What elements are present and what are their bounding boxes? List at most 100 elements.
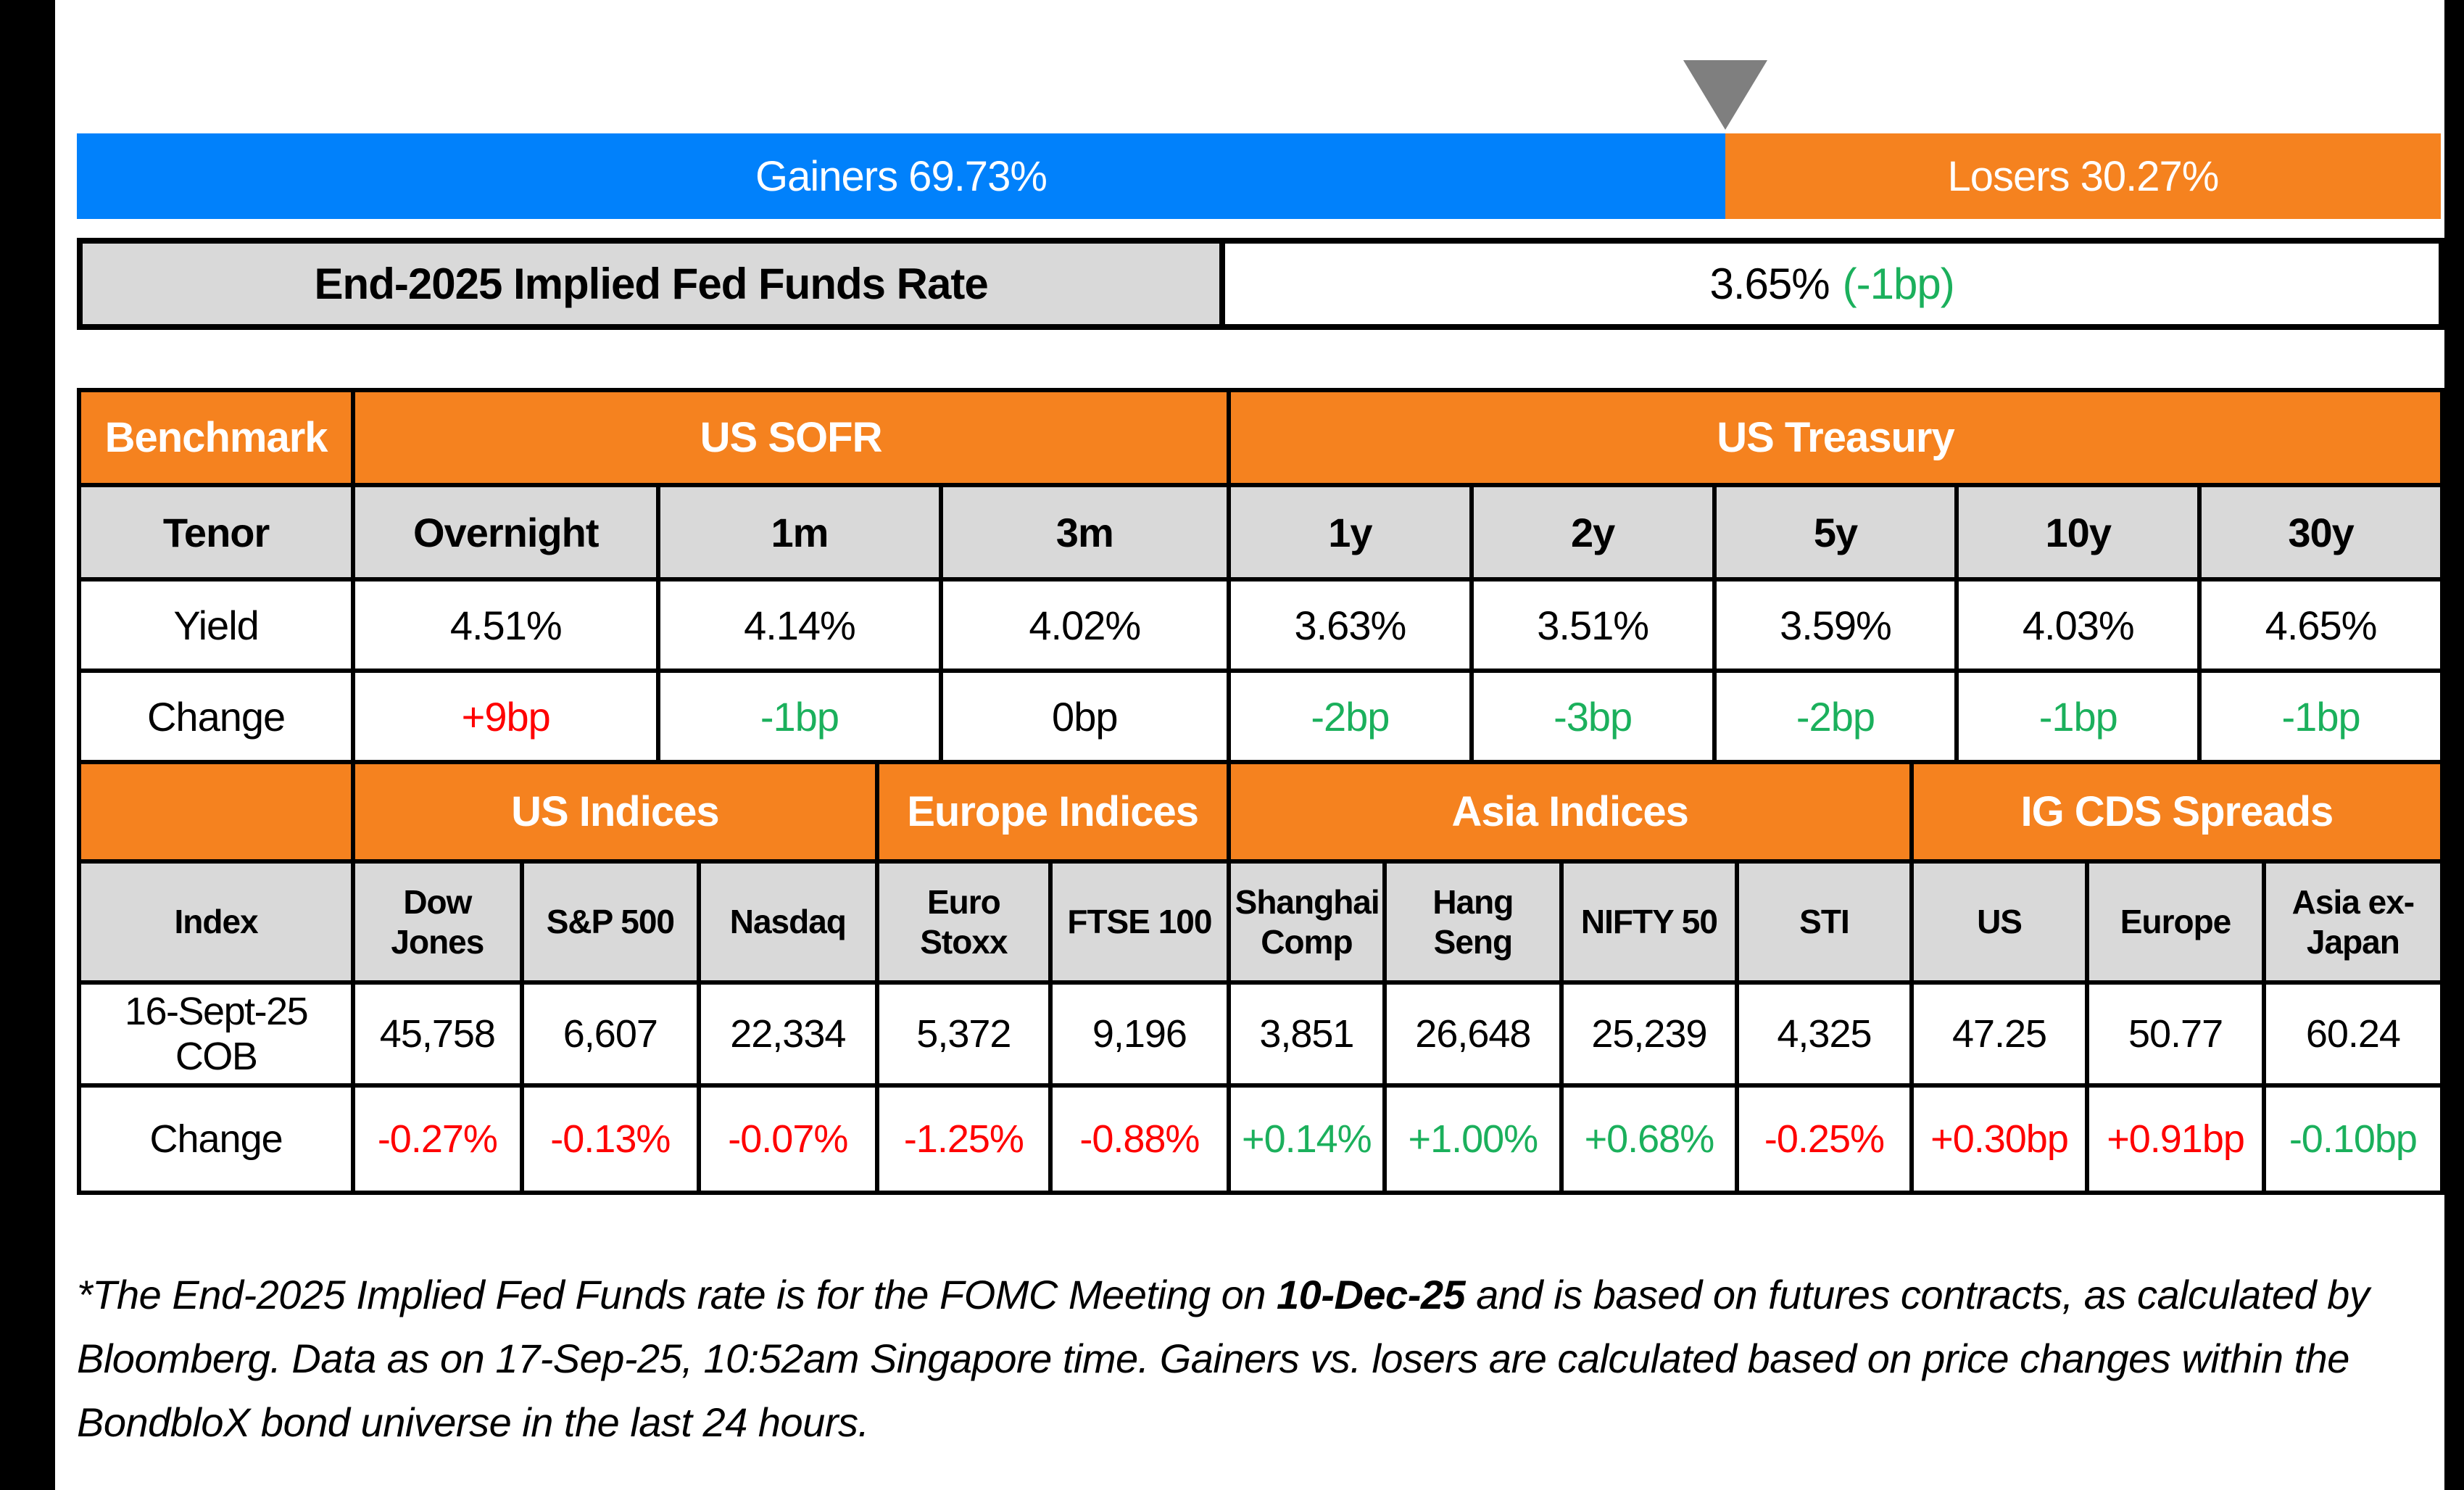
index-euro-stoxx: Euro Stoxx [874, 859, 1053, 985]
change-nasdaq: -0.07% [697, 1083, 879, 1195]
index-cds-europe: Europe [2085, 859, 2266, 985]
tenor-1y: 1y [1226, 483, 1474, 581]
change-ftse-100: -0.88% [1048, 1083, 1231, 1195]
change-cds-asia-ex-japan: -0.10bp [2261, 1083, 2445, 1195]
benchmark-change-row: Change +9bp -1bp 0bp -2bp -3bp -2bp -1bp… [76, 669, 2444, 764]
yield-5y: 3.59% [1712, 577, 1959, 673]
gainers-losers-bar: Gainers 69.73% Losers 30.27% [77, 133, 2441, 219]
losers-segment: Losers 30.27% [1725, 133, 2441, 219]
change-2y: -3bp [1469, 669, 1717, 764]
tenor-5y: 5y [1712, 483, 1959, 581]
tenor-row-label: Tenor [76, 483, 356, 581]
change-shanghai-comp: +0.14% [1226, 1083, 1387, 1195]
white-sheet: Gainers 69.73% Losers 30.27% End-2025 Im… [55, 0, 2445, 1490]
index-cds-asia-ex-japan: Asia ex- Japan [2261, 859, 2445, 985]
tables-block: Benchmark US SOFR US Treasury Tenor Over… [76, 388, 2445, 1195]
change-10y: -1bp [1954, 669, 2202, 764]
group-header-europe-indices: Europe Indices [874, 760, 1231, 864]
change-overnight: +9bp [351, 669, 661, 764]
benchmark-corner-cell: Benchmark [76, 388, 356, 487]
fed-funds-rate: 3.65% [1709, 260, 1830, 308]
change-hang-seng: +1.00% [1382, 1083, 1564, 1195]
tenor-1m: 1m [656, 483, 943, 581]
index-group-header-row: US Indices Europe Indices Asia Indices I… [76, 760, 2445, 864]
index-table: US Indices Europe Indices Asia Indices I… [76, 760, 2445, 1195]
tenor-10y: 10y [1954, 483, 2202, 581]
tenor-header-row: Tenor Overnight 1m 3m 1y 2y 5y 10y 30y [76, 483, 2444, 581]
gainers-label: Gainers 69.73% [755, 152, 1048, 200]
change-1y: -2bp [1226, 669, 1474, 764]
index-hang-seng: Hang Seng [1382, 859, 1564, 985]
losers-label: Losers 30.27% [1947, 152, 2219, 200]
change-dow-jones: -0.27% [351, 1083, 524, 1195]
index-sti: STI [1735, 859, 1914, 985]
fed-funds-value: 3.65% (-1bp) [1225, 244, 2439, 324]
index-corner-cell [76, 760, 356, 864]
value-sti: 4,325 [1735, 980, 1914, 1088]
value-cds-asia-ex-japan: 60.24 [2261, 980, 2445, 1088]
value-euro-stoxx: 5,372 [874, 980, 1053, 1088]
footnote-part1: *The End-2025 Implied Fed Funds rate is … [77, 1272, 1277, 1317]
value-cds-us: 47.25 [1909, 980, 2090, 1088]
yield-10y: 4.03% [1954, 577, 2202, 673]
yield-row: Yield 4.51% 4.14% 4.02% 3.63% 3.51% 3.59… [76, 577, 2444, 673]
yield-1y: 3.63% [1226, 577, 1474, 673]
yield-30y: 4.65% [2197, 577, 2444, 673]
fed-funds-change: (-1bp) [1842, 260, 1955, 308]
index-ftse-100: FTSE 100 [1048, 859, 1231, 985]
index-change-row-label: Change [76, 1083, 356, 1195]
value-nifty-50: 25,239 [1559, 980, 1740, 1088]
change-3m: 0bp [938, 669, 1231, 764]
change-sti: -0.25% [1735, 1083, 1914, 1195]
index-nifty-50: NIFTY 50 [1559, 859, 1740, 985]
group-header-asia-indices: Asia Indices [1226, 760, 1914, 864]
index-dow-jones: Dow Jones [351, 859, 524, 985]
index-sp500: S&P 500 [519, 859, 702, 985]
yield-1m: 4.14% [656, 577, 943, 673]
footnote-fomc-date: 10-Dec-25 [1277, 1272, 1466, 1317]
value-hang-seng: 26,648 [1382, 980, 1564, 1088]
group-header-us-sofr: US SOFR [351, 388, 1231, 487]
change-5y: -2bp [1712, 669, 1959, 764]
index-name-header-row: Index Dow Jones S&P 500 Nasdaq Euro Stox… [76, 859, 2445, 985]
value-ftse-100: 9,196 [1048, 980, 1231, 1088]
footnote-part2: and is based on futures contracts, as ca… [77, 1272, 2370, 1445]
index-change-row: Change -0.27% -0.13% -0.07% -1.25% -0.88… [76, 1083, 2445, 1195]
footnote: *The End-2025 Implied Fed Funds rate is … [77, 1263, 2429, 1454]
change-row-label: Change [76, 669, 356, 764]
value-dow-jones: 45,758 [351, 980, 524, 1088]
group-header-ig-cds-spreads: IG CDS Spreads [1909, 760, 2445, 864]
change-sp500: -0.13% [519, 1083, 702, 1195]
fed-funds-row: End-2025 Implied Fed Funds Rate 3.65% (-… [77, 238, 2444, 330]
tenor-2y: 2y [1469, 483, 1717, 581]
value-nasdaq: 22,334 [697, 980, 879, 1088]
value-sp500: 6,607 [519, 980, 702, 1088]
value-shanghai-comp: 3,851 [1226, 980, 1387, 1088]
index-row-label: Index [76, 859, 356, 985]
change-euro-stoxx: -1.25% [874, 1083, 1053, 1195]
change-1m: -1bp [656, 669, 943, 764]
split-marker-triangle-icon [1683, 60, 1767, 130]
fed-funds-label: End-2025 Implied Fed Funds Rate [83, 244, 1226, 324]
benchmark-group-header-row: Benchmark US SOFR US Treasury [76, 388, 2445, 487]
cob-date-label: 16-Sept-25 COB [76, 980, 356, 1088]
index-nasdaq: Nasdaq [697, 859, 879, 985]
group-header-us-indices: US Indices [351, 760, 879, 864]
benchmark-table: Benchmark US SOFR US Treasury Tenor Over… [76, 388, 2445, 764]
change-cds-europe: +0.91bp [2085, 1083, 2266, 1195]
change-cds-us: +0.30bp [1909, 1083, 2090, 1195]
cob-value-row: 16-Sept-25 COB 45,758 6,607 22,334 5,372… [76, 980, 2445, 1088]
yield-2y: 3.51% [1469, 577, 1717, 673]
yield-3m: 4.02% [938, 577, 1231, 673]
index-shanghai-comp: Shanghai Comp [1226, 859, 1387, 985]
index-cds-us: US [1909, 859, 2090, 985]
gainers-segment: Gainers 69.73% [77, 133, 1725, 219]
yield-overnight: 4.51% [351, 577, 661, 673]
tenor-3m: 3m [938, 483, 1231, 581]
group-header-us-treasury: US Treasury [1226, 388, 2445, 487]
change-30y: -1bp [2197, 669, 2444, 764]
yield-row-label: Yield [76, 577, 356, 673]
tenor-30y: 30y [2197, 483, 2444, 581]
change-nifty-50: +0.68% [1559, 1083, 1740, 1195]
